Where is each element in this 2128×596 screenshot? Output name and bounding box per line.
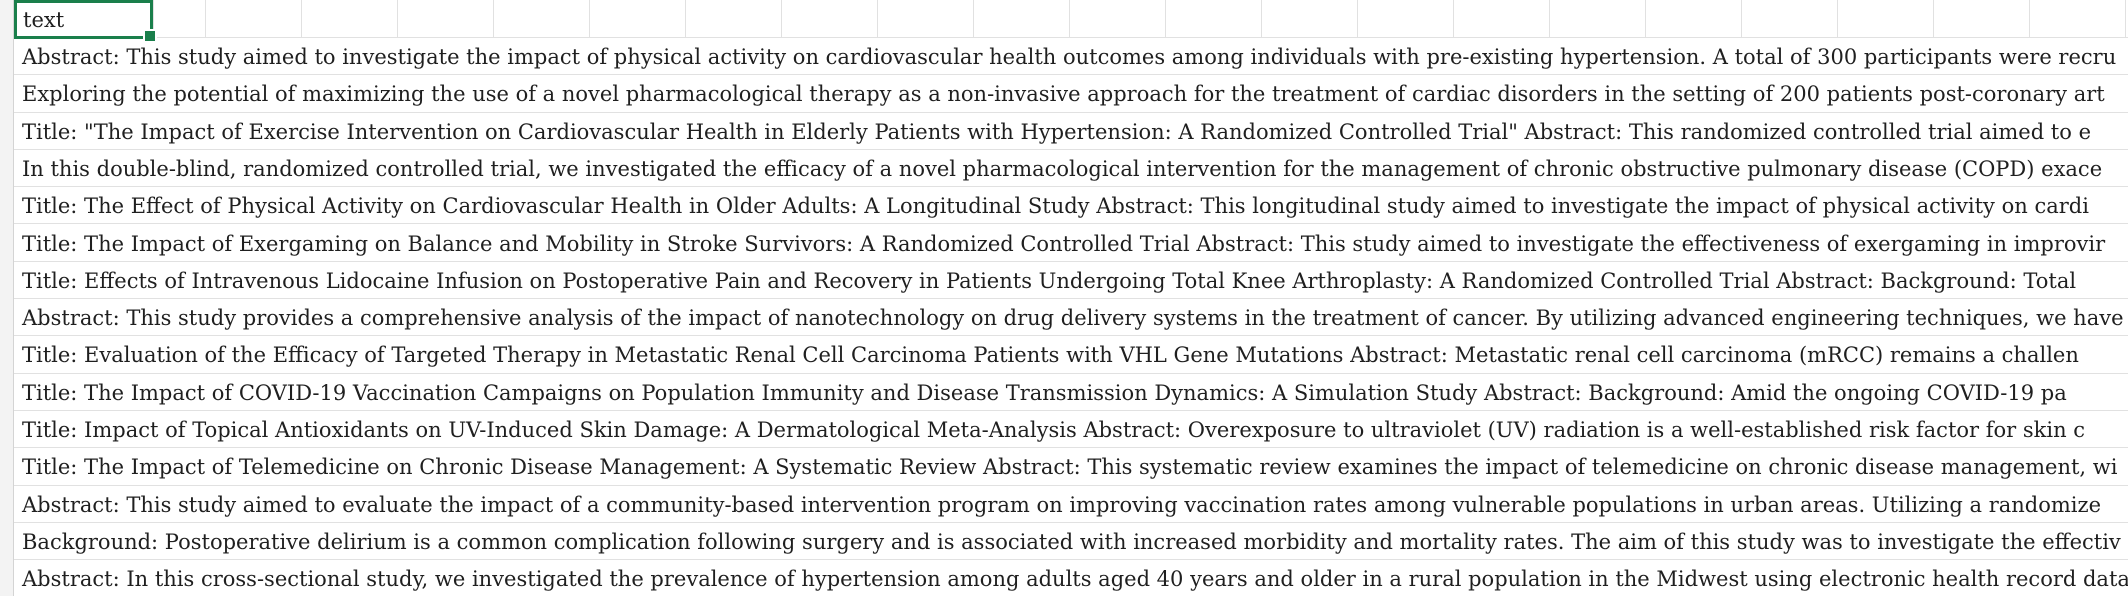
column-divider	[301, 0, 302, 38]
table-row[interactable]: Title: Effects of Intravenous Lidocaine …	[14, 262, 2128, 300]
header-cell-text: text	[23, 8, 65, 32]
column-divider	[1549, 0, 1550, 38]
column-divider	[1069, 0, 1070, 38]
cell-text: Title: "The Impact of Exercise Intervent…	[22, 119, 2091, 144]
table-row[interactable]: Background: Postoperative delirium is a …	[14, 523, 2128, 561]
table-row[interactable]: Abstract: This study aimed to investigat…	[14, 38, 2128, 76]
column-divider	[2125, 0, 2126, 38]
column-divider	[1933, 0, 1934, 38]
cell-text: Title: Evaluation of the Efficacy of Tar…	[22, 343, 2079, 368]
cell-text: Title: The Impact of COVID-19 Vaccinatio…	[22, 380, 2067, 405]
column-divider	[1261, 0, 1262, 38]
cell-text: Abstract: In this cross-sectional study,…	[22, 567, 2128, 592]
cell-text: Exploring the potential of maximizing th…	[22, 82, 2105, 107]
row-header-strip[interactable]	[0, 0, 14, 596]
column-divider	[1741, 0, 1742, 38]
table-row[interactable]: Title: The Impact of Exergaming on Balan…	[14, 225, 2128, 262]
active-cell-a1[interactable]: text	[14, 0, 157, 43]
column-divider	[685, 0, 686, 38]
cell-text: Title: Impact of Topical Antioxidants on…	[22, 418, 2086, 442]
cell-text: Title: The Impact of Telemedicine on Chr…	[22, 455, 2118, 480]
table-row[interactable]: Title: "The Impact of Exercise Intervent…	[14, 113, 2128, 150]
table-row[interactable]: Abstract: This study aimed to evaluate t…	[14, 486, 2128, 523]
column-divider	[781, 0, 782, 38]
column-divider	[2029, 0, 2030, 38]
cell-text: Abstract: This study provides a comprehe…	[22, 306, 2124, 331]
cell-text: In this double-blind, randomized control…	[22, 156, 2103, 181]
column-divider	[205, 0, 206, 38]
cell-text: Background: Postoperative delirium is a …	[22, 529, 2121, 554]
header-row[interactable]	[14, 0, 2128, 38]
cell-text: Title: The Effect of Physical Activity o…	[22, 194, 2089, 219]
column-divider	[1165, 0, 1166, 38]
column-divider	[1453, 0, 1454, 38]
table-row[interactable]: Title: The Impact of Telemedicine on Chr…	[14, 448, 2128, 486]
cell-text: Abstract: This study aimed to investigat…	[22, 45, 2117, 69]
column-divider	[877, 0, 878, 38]
fill-handle[interactable]	[143, 29, 157, 43]
cell-text: Title: The Impact of Exergaming on Balan…	[22, 231, 2106, 256]
table-row[interactable]: Abstract: This study provides a comprehe…	[14, 299, 2128, 337]
table-row[interactable]: Title: The Impact of COVID-19 Vaccinatio…	[14, 374, 2128, 411]
table-row[interactable]: In this double-blind, randomized control…	[14, 150, 2128, 188]
cell-text: Abstract: This study aimed to evaluate t…	[22, 492, 2101, 517]
column-divider	[493, 0, 494, 38]
table-row[interactable]: Title: The Effect of Physical Activity o…	[14, 187, 2128, 225]
column-divider	[1645, 0, 1646, 38]
column-divider	[1357, 0, 1358, 38]
table-row[interactable]: Abstract: In this cross-sectional study,…	[14, 560, 2128, 596]
table-row[interactable]: Exploring the potential of maximizing th…	[14, 75, 2128, 113]
column-divider	[1837, 0, 1838, 38]
table-row[interactable]: Title: Impact of Topical Antioxidants on…	[14, 411, 2128, 449]
column-divider	[397, 0, 398, 38]
table-row[interactable]: Title: Evaluation of the Efficacy of Tar…	[14, 336, 2128, 374]
column-divider	[153, 0, 154, 38]
column-divider	[589, 0, 590, 38]
cell-text: Title: Effects of Intravenous Lidocaine …	[22, 268, 2077, 293]
column-divider	[973, 0, 974, 38]
